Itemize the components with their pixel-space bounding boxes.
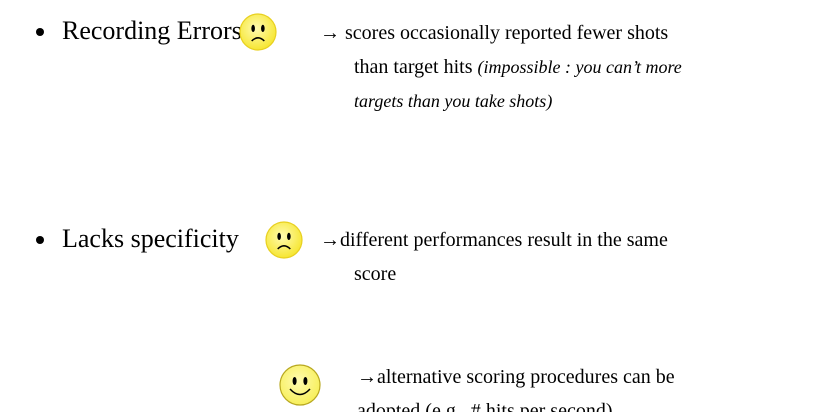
item-label: Lacks specificity bbox=[62, 224, 239, 254]
note-text: adopted (e.g., # hits per second) bbox=[357, 400, 613, 412]
label-text: Lacks specificity bbox=[62, 224, 239, 253]
note-line: →different performances result in the sa… bbox=[320, 228, 668, 252]
label-text: Recording Errors bbox=[62, 16, 242, 45]
note-text: than target hits bbox=[354, 56, 478, 78]
bullet bbox=[36, 28, 44, 36]
sad-face bbox=[265, 221, 303, 259]
item-label: Recording Errors bbox=[62, 16, 242, 46]
note-line: →alternative scoring procedures can be bbox=[357, 365, 675, 389]
note-line: targets than you take shots) bbox=[354, 89, 552, 113]
note-line: → scores occasionally reported fewer sho… bbox=[320, 21, 668, 45]
note-text: →different performances result in the sa… bbox=[320, 229, 668, 251]
sad-face bbox=[239, 13, 277, 51]
note-line: than target hits (impossible : you can’t… bbox=[354, 55, 682, 79]
note-italic: (impossible : you can’t more bbox=[477, 57, 682, 77]
note-text: → scores occasionally reported fewer sho… bbox=[320, 22, 669, 44]
note-line: score bbox=[354, 262, 396, 286]
happy-face bbox=[279, 364, 321, 406]
note-text: →alternative scoring procedures can be bbox=[357, 366, 675, 388]
bullet bbox=[36, 236, 44, 244]
note-line: adopted (e.g., # hits per second) bbox=[357, 399, 612, 412]
note-italic: targets than you take shots) bbox=[354, 91, 553, 111]
note-text: score bbox=[354, 263, 397, 285]
